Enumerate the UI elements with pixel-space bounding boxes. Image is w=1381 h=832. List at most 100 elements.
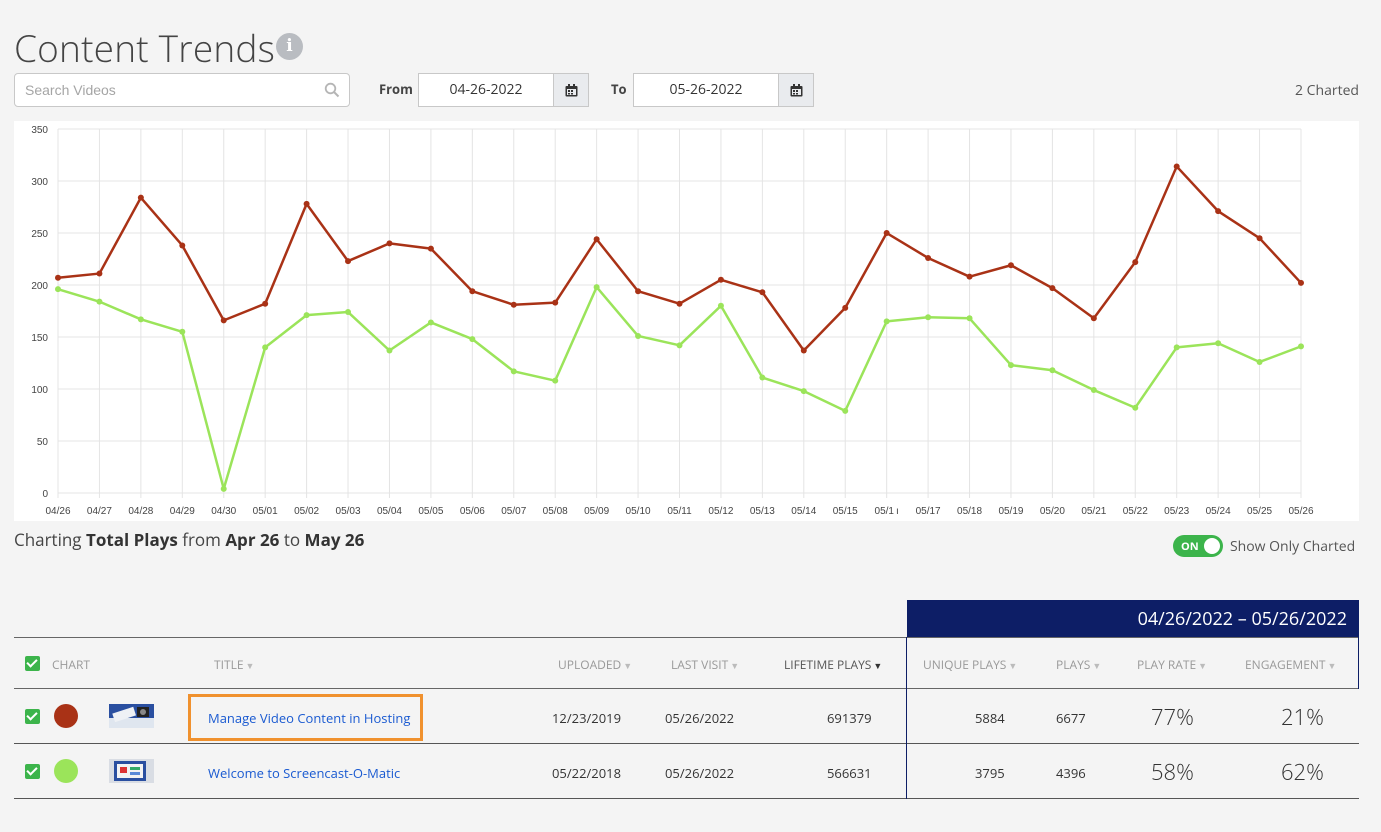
from-label: From	[379, 80, 413, 98]
data-point	[966, 273, 973, 280]
col-chart: CHART	[52, 656, 91, 673]
col-play-rate[interactable]: PLAY RATE ▼	[1137, 656, 1208, 673]
data-point	[1007, 262, 1014, 269]
charting-metric: Total Plays	[85, 528, 178, 551]
x-tick-label: 05/01	[253, 506, 278, 517]
data-point	[1256, 358, 1263, 365]
data-point	[262, 300, 269, 307]
x-tick-label: 05/10	[626, 506, 651, 517]
data-point	[593, 284, 600, 291]
col-last-visit[interactable]: LAST VISIT ▼	[671, 656, 740, 673]
x-tick-label: 05/11	[667, 506, 692, 517]
video-title-link[interactable]: Welcome to Screencast-O-Matic	[208, 764, 401, 782]
engagement: 21%	[1281, 702, 1324, 732]
data-point	[179, 328, 186, 335]
info-icon[interactable]: i	[276, 33, 303, 60]
data-point	[800, 388, 807, 395]
toggle-state: ON	[1181, 539, 1199, 554]
data-point	[717, 276, 724, 283]
data-point	[469, 336, 476, 343]
data-point	[925, 254, 932, 261]
data-point	[345, 258, 352, 265]
from-date-value[interactable]: 04-26-2022	[449, 80, 523, 99]
select-all-checkbox[interactable]	[25, 656, 40, 671]
data-point	[883, 318, 890, 325]
x-tick-label: 05/07	[501, 506, 526, 517]
x-tick-label: 05/21	[1081, 506, 1106, 517]
x-tick-label: 05/13	[750, 506, 775, 517]
data-point	[635, 288, 642, 295]
col-engagement[interactable]: ENGAGEMENT ▼	[1245, 656, 1337, 673]
series-color-dot[interactable]	[54, 704, 78, 728]
to-date-value[interactable]: 05-26-2022	[669, 80, 743, 99]
data-point	[1132, 404, 1139, 411]
data-point	[552, 299, 559, 306]
data-point	[1298, 279, 1304, 286]
search-box[interactable]	[14, 73, 350, 107]
x-tick-label: 04/29	[170, 506, 195, 517]
sort-caret-icon: ▼	[623, 659, 633, 672]
x-tick-label: 05/19	[998, 506, 1023, 517]
show-only-charted-toggle[interactable]: ON	[1173, 535, 1223, 557]
data-point	[1090, 315, 1097, 322]
y-tick-label: 300	[31, 177, 48, 188]
col-plays[interactable]: PLAYS ▼	[1056, 656, 1102, 673]
x-tick-label: 05/02	[294, 506, 319, 517]
data-point	[137, 194, 144, 201]
to-label: To	[611, 80, 627, 98]
y-tick-label: 250	[31, 229, 48, 240]
y-tick-label: 50	[37, 437, 49, 448]
video-thumbnail[interactable]	[109, 759, 154, 783]
col-lifetime-plays[interactable]: LIFETIME PLAYS ▼	[784, 656, 883, 673]
highlight-box	[188, 694, 423, 741]
toggle-label: Show Only Charted	[1230, 537, 1356, 556]
engagement: 62%	[1281, 757, 1324, 787]
series-color-dot[interactable]	[54, 759, 78, 783]
sort-caret-icon: ▼	[873, 659, 883, 672]
x-tick-label: 04/26	[45, 506, 70, 517]
calendar-icon[interactable]	[553, 74, 588, 106]
data-point	[1215, 208, 1222, 215]
row-checkbox[interactable]	[25, 764, 40, 779]
col-title[interactable]: TITLE ▼	[214, 656, 255, 673]
x-tick-label: 05/04	[377, 506, 402, 517]
data-point	[883, 230, 890, 236]
data-point	[386, 347, 393, 354]
sort-caret-icon: ▼	[1092, 659, 1102, 672]
data-point	[96, 270, 103, 277]
data-point	[1007, 362, 1014, 369]
video-title-link[interactable]: Manage Video Content in Hosting	[208, 709, 411, 727]
data-point	[717, 302, 724, 309]
data-point	[925, 314, 932, 321]
charted-count: 2 Charted	[1295, 81, 1359, 100]
search-input[interactable]	[15, 74, 305, 106]
data-point	[1090, 387, 1097, 394]
uploaded-date: 12/23/2019	[552, 709, 621, 727]
data-point	[635, 332, 642, 339]
video-thumbnail[interactable]	[109, 704, 154, 728]
data-point	[510, 301, 517, 308]
col-unique-plays[interactable]: UNIQUE PLAYS ▼	[923, 656, 1018, 673]
data-point	[510, 368, 517, 375]
data-point	[676, 342, 683, 349]
data-point	[1298, 343, 1304, 350]
row-checkbox[interactable]	[25, 709, 40, 724]
from-date-field[interactable]: 04-26-2022	[418, 73, 589, 107]
to-date-field[interactable]: 05-26-2022	[633, 73, 814, 107]
toggle-knob	[1204, 538, 1220, 554]
x-tick-label: 05/26	[1288, 506, 1313, 517]
sort-caret-icon: ▼	[1327, 659, 1337, 672]
data-point	[1173, 163, 1180, 170]
last-visit-date: 05/26/2022	[665, 709, 734, 727]
plays: 6677	[1056, 709, 1086, 727]
y-tick-label: 150	[31, 333, 48, 344]
x-tick-label: 05/18	[957, 506, 982, 517]
data-point	[1173, 344, 1180, 351]
range-right-border	[1358, 637, 1359, 689]
play-rate: 58%	[1151, 757, 1194, 787]
calendar-icon[interactable]	[778, 74, 813, 106]
data-point	[1049, 285, 1056, 292]
search-icon[interactable]	[324, 82, 340, 98]
date-range-header: 04/26/2022 – 05/26/2022	[907, 600, 1359, 638]
col-uploaded[interactable]: UPLOADED ▼	[558, 656, 633, 673]
